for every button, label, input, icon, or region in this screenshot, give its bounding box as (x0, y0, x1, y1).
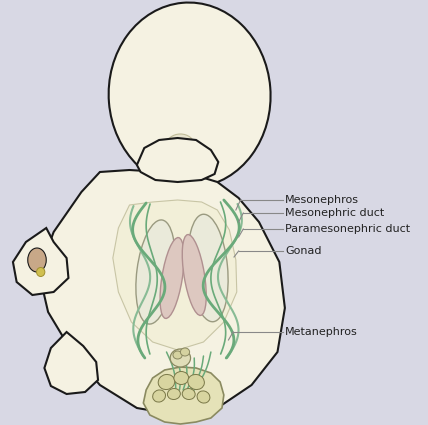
Ellipse shape (188, 374, 205, 390)
Text: Gonad: Gonad (285, 246, 321, 256)
Polygon shape (113, 200, 237, 350)
Text: Mesonephric duct: Mesonephric duct (285, 208, 384, 218)
Ellipse shape (136, 220, 175, 324)
Polygon shape (137, 138, 218, 182)
Ellipse shape (188, 214, 228, 322)
Ellipse shape (182, 235, 206, 315)
Polygon shape (45, 332, 98, 394)
Ellipse shape (174, 371, 189, 385)
Ellipse shape (28, 248, 46, 272)
Text: Mesonephros: Mesonephros (285, 195, 359, 205)
Ellipse shape (173, 351, 182, 359)
Ellipse shape (182, 388, 195, 399)
Ellipse shape (160, 238, 184, 318)
Ellipse shape (180, 348, 190, 356)
Ellipse shape (197, 391, 210, 403)
Ellipse shape (36, 267, 45, 277)
Polygon shape (13, 228, 68, 295)
Ellipse shape (153, 390, 166, 402)
Ellipse shape (158, 374, 175, 390)
Text: Paramesonephric duct: Paramesonephric duct (285, 224, 410, 234)
Ellipse shape (170, 349, 190, 367)
Ellipse shape (109, 3, 270, 187)
Text: Metanephros: Metanephros (285, 327, 358, 337)
Polygon shape (143, 367, 224, 424)
Polygon shape (39, 170, 285, 415)
Ellipse shape (167, 388, 180, 399)
Ellipse shape (166, 134, 194, 156)
